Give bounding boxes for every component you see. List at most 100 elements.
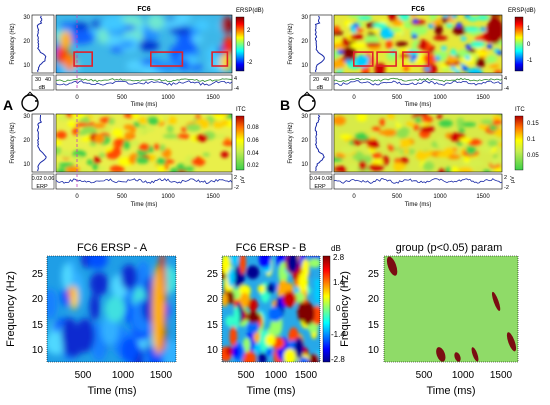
panel-a-ersp-colorbar-tick: -2 xyxy=(247,60,253,66)
panel-a-itc-strip-tick: 2 xyxy=(234,175,237,181)
head-icon xyxy=(298,91,316,112)
panel-a-ersp-strip xyxy=(55,74,233,91)
highlight-box xyxy=(211,51,229,67)
panel-b-ersp-strip-trace xyxy=(333,77,503,83)
heatmap-cell xyxy=(92,163,99,171)
heatmap-cell xyxy=(78,168,90,172)
panel-a-ersp-ylabel: Frequency (Hz) xyxy=(10,23,16,64)
panel-a-ersp-strip-trace xyxy=(55,80,233,86)
heatmap-cell xyxy=(120,264,138,291)
bottom-c-ytick: 10 xyxy=(368,345,380,356)
bottom-b-xtick: 1500 xyxy=(295,370,318,381)
panel-a-itc-spectrum-frame xyxy=(31,113,55,173)
heatmap-cell xyxy=(71,150,87,158)
heatmap-cell xyxy=(257,284,265,294)
heatmap-cell xyxy=(128,154,136,165)
heatmap-cell xyxy=(418,39,427,51)
heatmap-cell xyxy=(67,29,95,45)
heatmap-cell xyxy=(414,117,422,124)
bottom-a-title: FC6 ERSP - A xyxy=(77,242,148,254)
panel-b-erp-trace xyxy=(333,178,503,184)
panel-a-itc-xtick: 1500 xyxy=(206,194,220,200)
heatmap-cell xyxy=(480,119,494,125)
heatmap-cell xyxy=(382,155,389,166)
heatmap-cell xyxy=(475,51,489,56)
panel-b-itc-strip-tick: -2 xyxy=(504,185,509,191)
panel-a-itc-ytick: 20 xyxy=(23,138,30,144)
heatmap-cell xyxy=(436,136,443,146)
panel-a-ersp-strip-xlabel: Time (ms) xyxy=(131,102,158,108)
significant-region xyxy=(506,332,517,352)
panel-a-itc-ytick: 10 xyxy=(23,162,30,168)
heatmap-cell xyxy=(427,23,434,29)
panel-b-itc-ylabel: Frequency (Hz) xyxy=(288,122,294,163)
heatmap-cell xyxy=(495,154,502,165)
bottom-c-ytick: 25 xyxy=(368,269,380,280)
heatmap-cell xyxy=(366,132,379,137)
heatmap-cell xyxy=(493,69,502,73)
heatmap-cell xyxy=(457,49,469,58)
heatmap-cell xyxy=(58,162,75,168)
heatmap-cell xyxy=(346,164,359,172)
panel-a-itc-side-tick: 0.02 xyxy=(32,176,43,182)
panel-b-itc-colorbar-label: ITC xyxy=(515,107,525,113)
heatmap-cell xyxy=(412,18,419,24)
panel-a-itc-colorbar-tick: 0.02 xyxy=(247,163,259,169)
heatmap-cell xyxy=(386,119,395,126)
panel-a-ersp-title: FC6 xyxy=(137,6,150,13)
heatmap-cell xyxy=(334,59,345,70)
heatmap-cell xyxy=(436,114,443,120)
panel-b-itc-side-tick: 0.04 xyxy=(310,176,321,182)
panel-b-itc-side-label: ERP xyxy=(314,184,326,190)
heatmap-cell xyxy=(411,33,418,39)
panel-a-ersp-side-label: dB xyxy=(39,85,46,91)
panel-b-itc-strip-tick: 2 xyxy=(504,175,507,181)
heatmap-cell xyxy=(239,292,250,308)
heatmap-cell xyxy=(313,284,320,303)
panel-a-ersp-colorbar-tick: 2 xyxy=(247,28,251,34)
panel-a-ersp-strip-tick: 4 xyxy=(234,76,237,82)
heatmap-cell xyxy=(169,167,179,172)
heatmap-cell xyxy=(387,114,395,122)
heatmap-cell xyxy=(156,157,167,166)
panel-b-itc-ytick: 20 xyxy=(301,138,308,144)
bottom-c-xlabel: Time (ms) xyxy=(426,385,475,397)
heatmap-cell xyxy=(246,265,260,280)
heatmap-cell xyxy=(105,150,120,160)
heatmap-cell xyxy=(459,137,472,143)
panel-a-itc-ytick: 30 xyxy=(23,114,30,120)
heatmap-cell xyxy=(465,145,477,155)
heatmap-cell xyxy=(411,54,418,60)
heatmap-cell xyxy=(438,168,446,172)
heatmap-cell xyxy=(87,256,108,270)
heatmap-cell xyxy=(126,61,145,69)
panel-a-ersp-heatmap xyxy=(56,15,232,73)
heatmap-cell xyxy=(334,157,343,162)
panel-a-ersp-side-tick: 30 xyxy=(35,77,41,83)
heatmap-cell xyxy=(230,256,239,264)
heatmap-cell xyxy=(191,157,206,167)
bottom-a-heatmap xyxy=(47,256,176,362)
heatmap-cell xyxy=(266,283,275,294)
heatmap-cell xyxy=(81,137,90,142)
heatmap-cell xyxy=(56,167,68,172)
panel-a-itc-ylabel: Frequency (Hz) xyxy=(10,122,16,163)
panel-b-itc-colorbar-tick: 0.1 xyxy=(527,137,536,143)
heatmap-cell xyxy=(487,139,498,147)
heatmap-cell xyxy=(143,126,155,133)
panel-b-ersp-spectrum-frame xyxy=(309,14,333,74)
heatmap-cell xyxy=(108,118,115,125)
panel-a-ersp-colorbar xyxy=(235,16,245,72)
heatmap-cell xyxy=(452,25,467,36)
heatmap-cell xyxy=(309,353,320,362)
panel-a-itc-strip-unit: μV xyxy=(240,176,246,183)
heatmap-cell xyxy=(225,346,234,356)
heatmap-cell xyxy=(398,126,410,136)
heatmap-cell xyxy=(131,114,140,119)
panel-b-ersp-side-tick: 40 xyxy=(323,77,329,83)
heatmap-cell xyxy=(270,319,281,333)
panel-a-ersp-colorbar-tick: 0 xyxy=(247,42,251,48)
panel-b-itc-side-tick: 0.08 xyxy=(322,176,333,182)
panel-b-itc-xlabel: Time (ms) xyxy=(405,202,432,208)
panel-a-itc-strip-tick: -2 xyxy=(234,185,239,191)
